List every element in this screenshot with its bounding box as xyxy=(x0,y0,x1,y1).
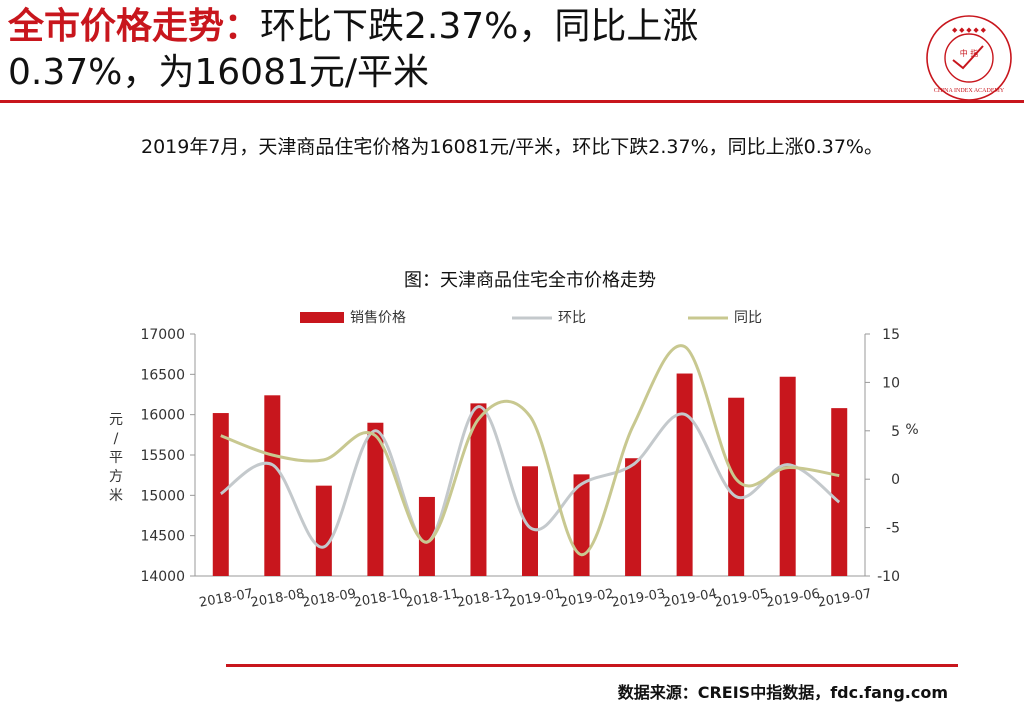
x-tick-label: 2019-02 xyxy=(559,586,615,610)
x-tick-label: 2018-09 xyxy=(301,586,357,610)
svg-text:CHINA INDEX ACADEMY: CHINA INDEX ACADEMY xyxy=(934,88,1005,94)
bar-price xyxy=(831,408,848,576)
legend-label-price: 销售价格 xyxy=(350,310,406,326)
title-rest: 环比下跌2.37%，同比上涨 xyxy=(260,6,699,47)
y-right-tick-label: 0 xyxy=(891,472,900,488)
summary-text: 2019年7月，天津商品住宅价格为16081元/平米，环比下跌2.37%，同比上… xyxy=(140,136,883,158)
china-index-academy-logo: ◆ ◆ ◆ ◆ ◆ CHINA INDEX ACADEMY 中 指 xyxy=(926,15,1012,101)
bar-price xyxy=(470,403,487,576)
bar-price xyxy=(625,458,642,576)
line-mom xyxy=(219,405,841,549)
title-divider xyxy=(0,100,1024,103)
title-line-1: 全市价格走势：环比下跌2.37%，同比上涨 xyxy=(8,4,908,50)
y-left-tick-label: 14500 xyxy=(140,529,185,545)
bar-price xyxy=(212,413,229,576)
x-tick-label: 2019-05 xyxy=(713,586,769,610)
y-left-tick-label: 17000 xyxy=(140,327,185,343)
bar-price xyxy=(522,466,538,576)
y-right-tick-label: 15 xyxy=(882,327,900,343)
legend-swatch-price xyxy=(300,312,344,323)
bar-price xyxy=(418,496,435,576)
footer-divider xyxy=(226,664,958,667)
price-trend-chart: 图：天津商品住宅全市价格走势 销售价格 环比 同比 14000 14500 15000 155… xyxy=(100,262,960,627)
title-highlight: 全市价格走势： xyxy=(8,6,261,47)
bar-price xyxy=(779,376,796,576)
svg-text:◆ ◆ ◆ ◆ ◆: ◆ ◆ ◆ ◆ ◆ xyxy=(952,26,987,34)
legend-label-mom: 环比 xyxy=(558,310,586,326)
y-left-tick-label: 15500 xyxy=(140,448,185,464)
chart-title: 图：天津商品住宅全市价格走势 xyxy=(404,270,656,291)
x-tick-label: 2018-11 xyxy=(404,586,460,610)
y-right-axis-label: % xyxy=(905,422,918,438)
legend-label-yoy: 同比 xyxy=(734,310,762,326)
x-tick-label: 2018-07 xyxy=(198,586,254,610)
title-block: 全市价格走势：环比下跌2.37%，同比上涨 0.37%，为16081元/平米 xyxy=(8,4,908,96)
y-left-tick-label: 14000 xyxy=(140,569,185,585)
data-source: 数据来源：CREIS中指数据，fdc.fang.com xyxy=(617,683,948,702)
y-left-tick-label: 16000 xyxy=(140,408,185,424)
y-right-tick-label: -10 xyxy=(877,569,900,585)
line-yoy xyxy=(220,344,840,557)
bar-price xyxy=(264,395,281,576)
y-left-tick-label: 16500 xyxy=(140,367,185,383)
y-left-tick-label: 15000 xyxy=(140,488,185,504)
y-right-tick-label: 10 xyxy=(882,375,900,391)
x-tick-label: 2019-07 xyxy=(817,586,873,610)
x-tick-label: 2019-06 xyxy=(765,586,821,610)
bar-price xyxy=(315,485,332,576)
y-right-tick-label: 5 xyxy=(891,424,900,440)
title-line-2: 0.37%，为16081元/平米 xyxy=(8,52,430,93)
x-tick-label: 2018-10 xyxy=(353,586,409,610)
svg-text:中 指: 中 指 xyxy=(960,48,979,58)
y-left-axis-label: 元/平方米 xyxy=(109,412,123,504)
bar-price xyxy=(728,397,745,576)
x-tick-label: 2018-12 xyxy=(456,586,512,610)
y-right-tick-label: -5 xyxy=(886,521,900,537)
bar-price xyxy=(676,373,693,576)
x-tick-label: 2018-08 xyxy=(250,586,306,610)
x-tick-label: 2019-01 xyxy=(507,586,563,610)
x-tick-label: 2019-04 xyxy=(662,586,718,610)
bar-price xyxy=(367,422,384,576)
x-tick-label: 2019-03 xyxy=(610,586,666,610)
